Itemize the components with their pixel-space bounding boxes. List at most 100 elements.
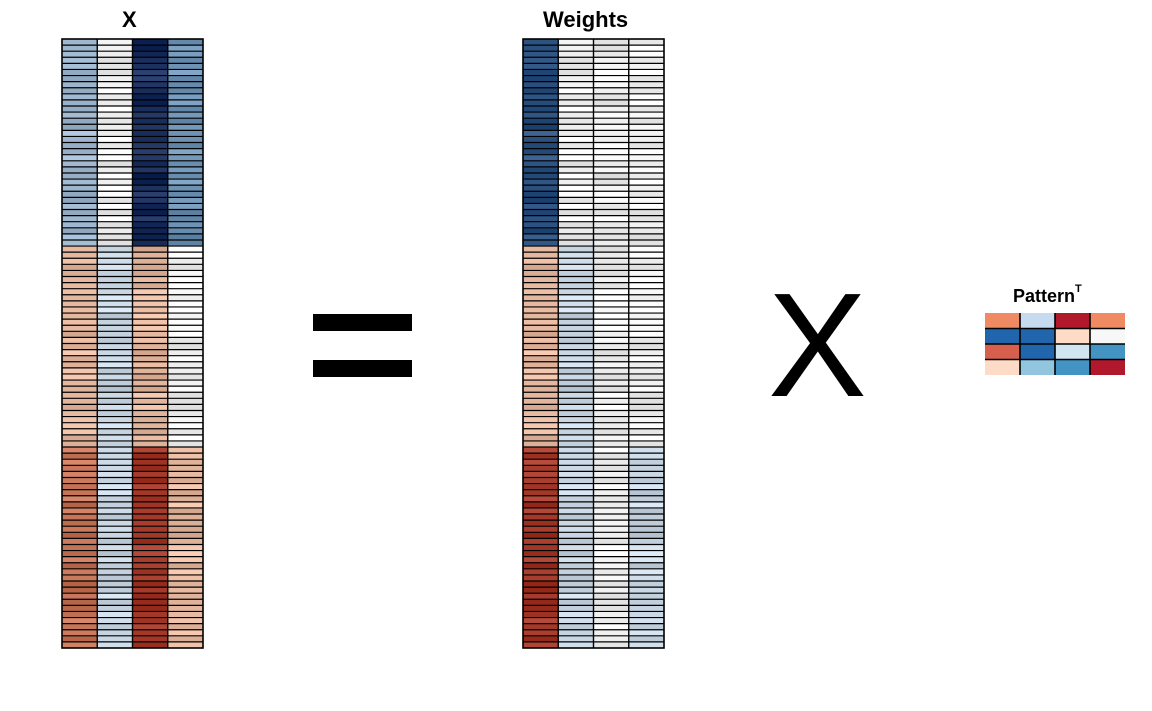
- weights-matrix-cell: [628, 99, 664, 106]
- x-matrix-cell: [97, 520, 133, 527]
- weights-matrix-cell: [628, 63, 664, 70]
- x-matrix-cell: [97, 599, 133, 606]
- x-matrix-cell: [62, 367, 98, 374]
- x-matrix-cell: [167, 501, 203, 508]
- x-matrix-cell: [132, 270, 168, 277]
- x-matrix-cell: [62, 93, 98, 100]
- weights-matrix-cell: [558, 325, 594, 332]
- weights-matrix-cell: [593, 203, 629, 210]
- x-matrix-cell: [167, 428, 203, 435]
- weights-matrix-cell: [523, 489, 559, 496]
- x-matrix-cell: [167, 154, 203, 161]
- weights-matrix-cell: [523, 526, 559, 533]
- x-matrix-cell: [97, 556, 133, 563]
- weights-matrix-cell: [558, 489, 594, 496]
- x-matrix-cell: [167, 300, 203, 307]
- x-matrix-cell: [132, 319, 168, 326]
- x-matrix-cell: [62, 520, 98, 527]
- weights-matrix-cell: [593, 197, 629, 204]
- weights-matrix-cell: [523, 459, 559, 466]
- weights-matrix-cell: [558, 124, 594, 131]
- weights-matrix-cell: [558, 416, 594, 423]
- x-matrix-cell: [132, 489, 168, 496]
- x-matrix-cell: [132, 477, 168, 484]
- x-matrix-cell: [132, 148, 168, 155]
- x-matrix-cell: [97, 246, 133, 253]
- x-matrix-cell: [62, 465, 98, 472]
- x-matrix-cell: [62, 154, 98, 161]
- x-matrix-cell: [167, 81, 203, 88]
- x-matrix-cell: [132, 587, 168, 594]
- weights-matrix-cell: [523, 221, 559, 228]
- x-matrix-cell: [97, 276, 133, 283]
- weights-matrix-cell: [593, 39, 629, 46]
- x-matrix-cell: [167, 465, 203, 472]
- x-matrix-cell: [62, 392, 98, 399]
- x-matrix-cell: [97, 574, 133, 582]
- x-matrix-cell: [167, 288, 203, 295]
- x-matrix-cell: [132, 459, 168, 466]
- weights-matrix-cell: [558, 507, 594, 515]
- weights-matrix-cell: [558, 130, 594, 137]
- weights-matrix-cell: [558, 294, 594, 301]
- weights-matrix-cell: [523, 45, 559, 52]
- weights-matrix-cell: [593, 574, 629, 582]
- x-matrix-cell: [132, 294, 168, 301]
- x-matrix-cell: [132, 343, 168, 350]
- x-matrix-cell: [97, 410, 133, 417]
- weights-matrix-cell: [628, 239, 664, 247]
- x-matrix-cell: [132, 349, 168, 356]
- x-matrix-cell: [132, 373, 168, 381]
- multiply-operator: X: [768, 263, 867, 428]
- weights-matrix-cell: [558, 105, 594, 113]
- x-matrix-cell: [132, 154, 168, 161]
- x-matrix-cell: [62, 495, 98, 502]
- x-matrix-cell: [97, 294, 133, 301]
- weights-matrix-cell: [628, 160, 664, 167]
- weights-matrix-cell: [558, 422, 594, 429]
- weights-matrix-cell: [593, 252, 629, 259]
- weights-matrix-cell: [593, 105, 629, 113]
- x-matrix-cell: [97, 526, 133, 533]
- weights-matrix-cell: [523, 404, 559, 411]
- weights-matrix-cell: [558, 623, 594, 630]
- weights-matrix-cell: [523, 63, 559, 70]
- pattern-matrix-cell: [1055, 359, 1090, 375]
- weights-matrix-cell: [628, 325, 664, 332]
- weights-matrix-cell: [628, 593, 664, 600]
- weights-matrix-cell: [593, 428, 629, 435]
- x-matrix-cell: [167, 306, 203, 314]
- x-matrix-cell: [167, 410, 203, 417]
- weights-matrix-cell: [628, 514, 664, 521]
- x-matrix-cell: [132, 313, 168, 320]
- weights-matrix-cell: [593, 264, 629, 271]
- weights-matrix-cell: [628, 471, 664, 478]
- x-matrix-cell: [97, 501, 133, 508]
- weights-matrix-cell: [593, 166, 629, 173]
- x-matrix-cell: [97, 306, 133, 314]
- weights-matrix-cell: [628, 465, 664, 472]
- x-matrix-cell: [97, 215, 133, 222]
- x-matrix-cell: [132, 380, 168, 387]
- weights-matrix-cell: [593, 623, 629, 630]
- weights-matrix-cell: [628, 349, 664, 356]
- x-matrix-cell: [62, 629, 98, 636]
- weights-matrix-cell: [523, 87, 559, 94]
- x-matrix-cell: [62, 574, 98, 582]
- x-matrix-cell: [167, 574, 203, 582]
- weights-matrix-cell: [558, 112, 594, 119]
- x-matrix-cell: [167, 331, 203, 338]
- weights-matrix-cell: [593, 434, 629, 441]
- weights-matrix-cell: [558, 532, 594, 539]
- weights-matrix-cell: [628, 483, 664, 490]
- weights-matrix-cell: [558, 343, 594, 350]
- x-matrix-cell: [167, 112, 203, 119]
- weights-matrix-cell: [628, 434, 664, 441]
- weights-matrix-cell: [558, 75, 594, 82]
- weights-matrix-cell: [593, 99, 629, 106]
- x-matrix-cell: [167, 416, 203, 423]
- weights-matrix-cell: [523, 270, 559, 277]
- weights-matrix-cell: [628, 507, 664, 515]
- weights-matrix-cell: [593, 635, 629, 642]
- weights-matrix-cell: [593, 477, 629, 484]
